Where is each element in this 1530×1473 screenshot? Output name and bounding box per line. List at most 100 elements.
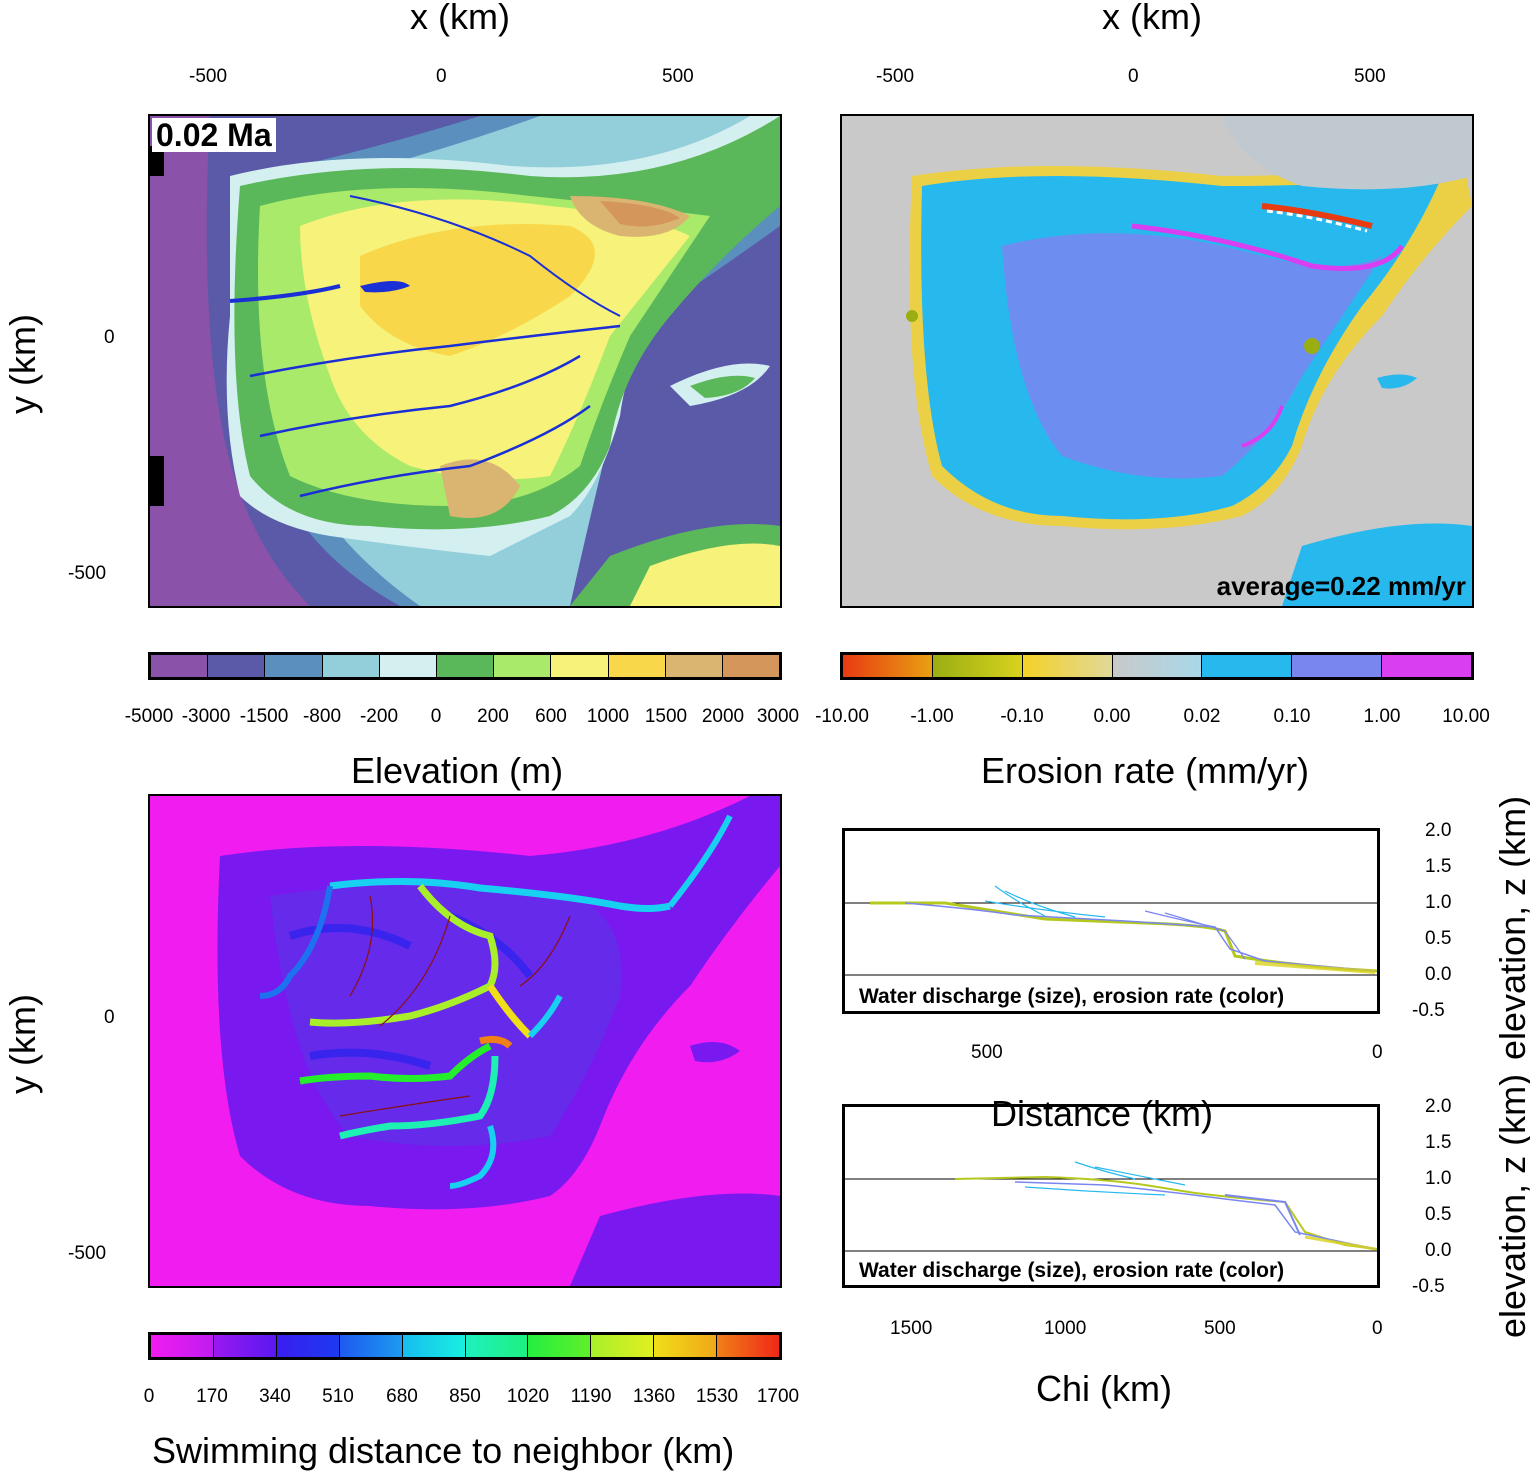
elev-ytick-0: 0 — [104, 327, 115, 348]
ptop-ytick-0.0: 0.0 — [1425, 964, 1452, 985]
eros-cbar-swatch-2 — [1022, 655, 1113, 677]
ptop-ytick-0.5: 0.5 — [1425, 928, 1452, 949]
eros-xtick-500: 500 — [1354, 66, 1386, 87]
eros-cbar-label-5: 0.10 — [1273, 706, 1311, 727]
ptop-xtick-0: 0 — [1372, 1042, 1383, 1063]
profile-bottom-y-axis-title: elevation, z (km) — [1492, 1073, 1530, 1338]
elevation-x-axis-title: x (km) — [410, 0, 510, 37]
erosion-colorbar — [840, 652, 1474, 680]
elev-cbar-swatch-7 — [551, 655, 609, 677]
swim-cbar-label-10: 1700 — [756, 1386, 800, 1407]
eros-cbar-label-0: -10.00 — [815, 706, 869, 727]
profile-top-y-axis-title: elevation, z (km) — [1492, 795, 1530, 1060]
swim-cbar-label-7: 1190 — [570, 1386, 612, 1407]
time-stamp: 0.02 Ma — [152, 118, 276, 152]
swim-cbar-swatch-5 — [465, 1335, 529, 1357]
profile-top-caption: Water discharge (size), erosion rate (co… — [859, 985, 1285, 1008]
erosion-rate-map: average=0.22 mm/yr — [840, 114, 1474, 608]
elev-cbar-swatch-2 — [265, 655, 323, 677]
eros-cbar-label-4: 0.02 — [1183, 706, 1221, 727]
swim-cbar-swatch-2 — [276, 1335, 340, 1357]
river-profile-distance: Water discharge (size), erosion rate (co… — [842, 828, 1380, 1014]
eros-cbar-swatch-5 — [1292, 655, 1383, 677]
elev-cbar-label-8: 1000 — [586, 706, 630, 727]
ptop-ytick-neg0.5: -0.5 — [1412, 1000, 1445, 1021]
eros-cbar-label-1: -1.00 — [910, 706, 954, 727]
elev-xtick-500: 500 — [662, 66, 694, 87]
swim-ytick-0: 0 — [104, 1007, 115, 1028]
ptop-ytick-2.0: 2.0 — [1425, 820, 1452, 841]
swim-cbar-swatch-9 — [717, 1335, 780, 1357]
swimming-colorbar-title: Swimming distance to neighbor (km) — [152, 1430, 735, 1471]
pbot-xtick-1500: 1500 — [890, 1318, 933, 1339]
eros-cbar-label-2: -0.10 — [1000, 706, 1044, 727]
swim-cbar-label-4: 680 — [386, 1386, 418, 1407]
elev-cbar-swatch-3 — [322, 655, 380, 677]
elev-cbar-swatch-1 — [208, 655, 266, 677]
swimming-distance-map-graphic — [150, 796, 780, 1286]
swim-cbar-label-8: 1360 — [632, 1386, 676, 1407]
elev-xtick-neg500: -500 — [189, 66, 228, 87]
swimming-distance-map — [148, 794, 782, 1288]
swim-cbar-label-2: 340 — [259, 1386, 291, 1407]
eros-cbar-label-7: 10.00 — [1442, 706, 1490, 727]
swim-cbar-label-6: 1020 — [506, 1386, 550, 1407]
elev-cbar-swatch-6 — [494, 655, 552, 677]
elev-cbar-swatch-10 — [722, 655, 780, 677]
elevation-map: 0.02 Ma — [148, 114, 782, 608]
elev-cbar-label-5: 0 — [430, 706, 442, 727]
average-erosion-label: average=0.22 mm/yr — [1216, 571, 1466, 601]
swim-cbar-swatch-0 — [151, 1335, 214, 1357]
pbot-ytick-0.0: 0.0 — [1425, 1240, 1452, 1261]
river-profile-chi-graphic — [845, 1161, 1377, 1252]
swim-cbar-label-3: 510 — [322, 1386, 354, 1407]
eros-cbar-swatch-1 — [932, 655, 1023, 677]
elev-cbar-swatch-8 — [608, 655, 666, 677]
pbot-xtick-500: 500 — [1204, 1318, 1236, 1339]
pbot-ytick-2.0: 2.0 — [1425, 1096, 1452, 1117]
ptop-ytick-1.0: 1.0 — [1425, 892, 1452, 913]
eros-cbar-swatch-4 — [1202, 655, 1293, 677]
eros-cbar-label-3: 0.00 — [1093, 706, 1131, 727]
elevation-map-graphic — [150, 116, 780, 606]
eros-xtick-0: 0 — [1128, 66, 1139, 87]
swim-cbar-swatch-8 — [654, 1335, 718, 1357]
swim-cbar-swatch-1 — [213, 1335, 277, 1357]
elev-cbar-label-10: 2000 — [701, 706, 745, 727]
eros-cbar-swatch-3 — [1112, 655, 1203, 677]
elevation-y-axis-title: y (km) — [2, 314, 43, 414]
elevation-colorbar — [148, 652, 782, 680]
pbot-ytick-neg0.5: -0.5 — [1412, 1276, 1445, 1297]
ptop-ytick-1.5: 1.5 — [1425, 856, 1452, 877]
pbot-xtick-0: 0 — [1372, 1318, 1383, 1339]
swim-cbar-swatch-3 — [339, 1335, 403, 1357]
elev-cbar-label-4: -200 — [359, 706, 399, 727]
swim-cbar-label-5: 850 — [449, 1386, 481, 1407]
pbot-ytick-1.0: 1.0 — [1425, 1168, 1452, 1189]
swim-ytick-neg500: -500 — [68, 1243, 107, 1264]
elev-cbar-swatch-9 — [665, 655, 723, 677]
profile-bottom-x-axis-title: Chi (km) — [1036, 1368, 1172, 1409]
eros-cbar-swatch-6 — [1382, 655, 1472, 677]
swimming-distance-colorbar — [148, 1332, 782, 1360]
river-profile-distance-graphic — [845, 885, 1377, 976]
elev-cbar-label-9: 1500 — [644, 706, 688, 727]
elev-xtick-0: 0 — [436, 66, 447, 87]
elev-cbar-label-6: 200 — [477, 706, 509, 727]
elev-cbar-label-0: -5000 — [124, 706, 174, 727]
elev-cbar-swatch-5 — [436, 655, 495, 677]
elev-cbar-swatch-4 — [379, 655, 437, 677]
elev-cbar-label-1: -3000 — [181, 706, 231, 727]
elev-cbar-label-11: 3000 — [756, 706, 800, 727]
elev-cbar-label-7: 600 — [535, 706, 567, 727]
ptop-xtick-500: 500 — [971, 1042, 1003, 1063]
pbot-ytick-1.5: 1.5 — [1425, 1132, 1452, 1153]
profile-bottom-caption: Water discharge (size), erosion rate (co… — [859, 1259, 1285, 1282]
swim-cbar-swatch-7 — [591, 1335, 655, 1357]
swim-cbar-swatch-6 — [528, 1335, 592, 1357]
swimming-y-axis-title: y (km) — [2, 994, 43, 1094]
swim-cbar-label-1: 170 — [196, 1386, 228, 1407]
eros-cbar-label-6: 1.00 — [1363, 706, 1401, 727]
erosion-rate-map-graphic — [842, 116, 1472, 606]
elev-ytick-neg500: -500 — [68, 563, 107, 584]
